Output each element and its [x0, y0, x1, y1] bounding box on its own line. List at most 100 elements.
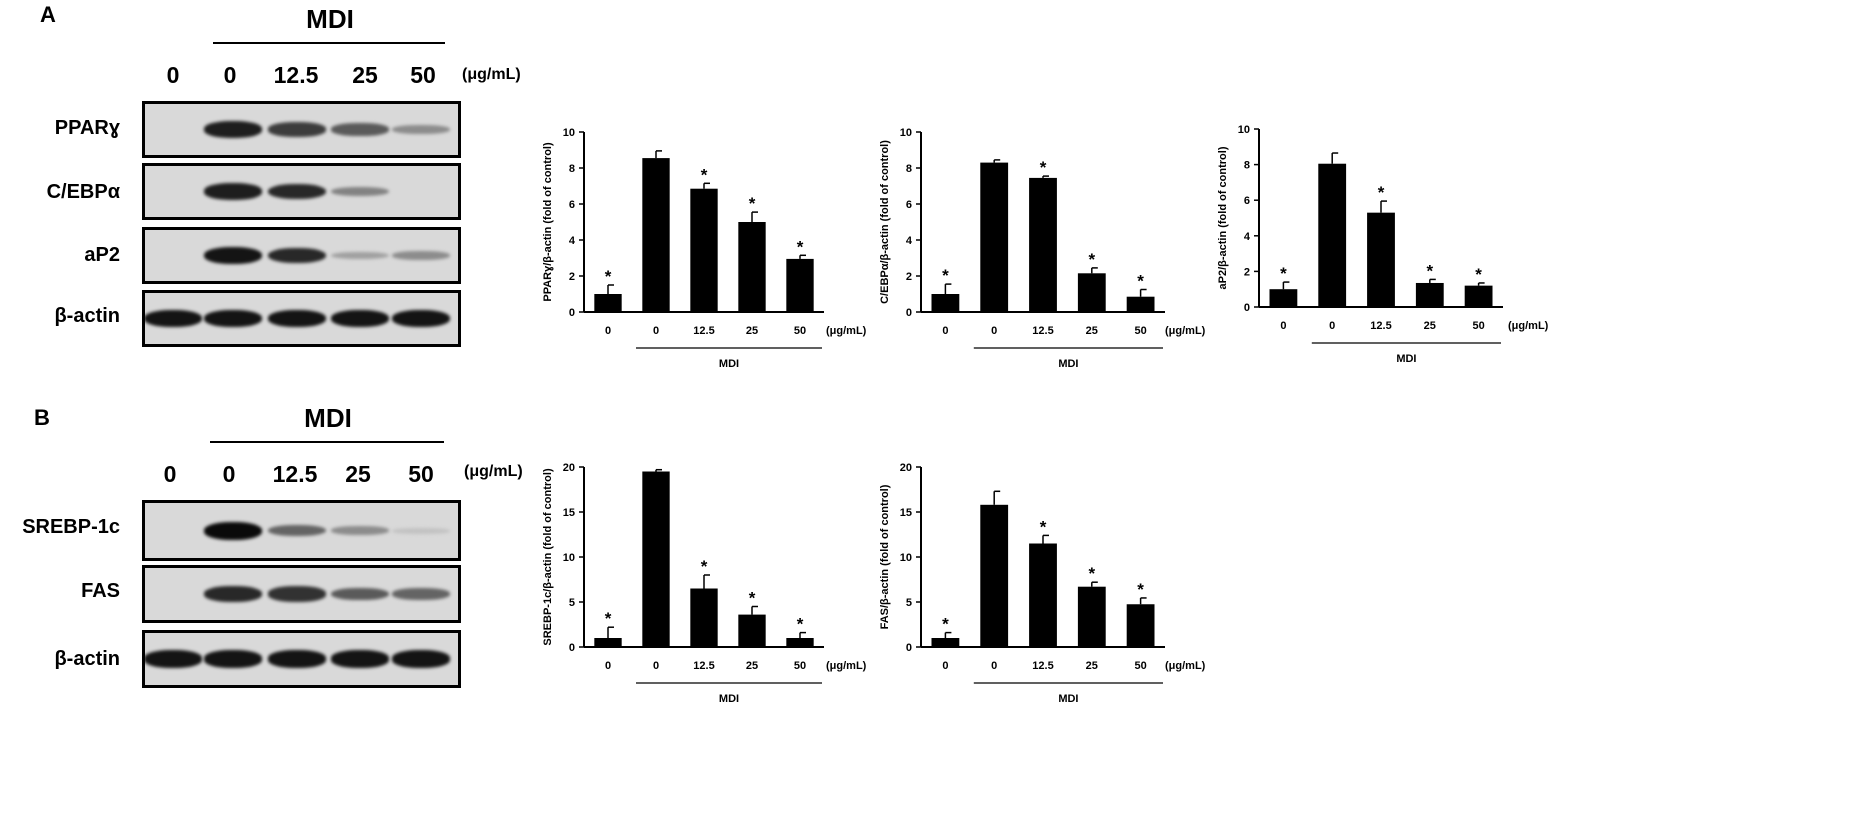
bar: [980, 162, 1009, 312]
blot-band: [268, 183, 326, 200]
bar: [642, 471, 670, 647]
x-tick-label: 50: [794, 660, 806, 672]
panel-a-dose: 0: [166, 62, 180, 88]
blot-strip-fas: [142, 565, 461, 623]
group-label: MDI: [1058, 693, 1078, 705]
blot-strip-actin-a: [142, 290, 461, 347]
x-tick-label: 25: [746, 325, 758, 337]
x-unit-label: (μg/mL): [1508, 320, 1549, 332]
significance-star: *: [749, 589, 756, 608]
y-tick-label: 4: [569, 235, 576, 247]
blot-band: [331, 309, 389, 328]
x-tick-label: 0: [1329, 320, 1335, 332]
bar: [1077, 586, 1106, 647]
x-tick-label: 50: [794, 325, 806, 337]
x-tick-label: 50: [1472, 320, 1484, 332]
y-tick-label: 0: [1244, 302, 1250, 314]
significance-star: *: [1088, 250, 1095, 269]
blot-band: [392, 309, 450, 328]
x-tick-label: 0: [605, 660, 611, 672]
x-tick-label: 12.5: [693, 660, 714, 672]
blot-band: [204, 246, 262, 265]
x-tick-label: 25: [1086, 660, 1098, 672]
blot-band: [204, 183, 262, 200]
x-tick-label: 0: [991, 325, 997, 337]
bar: [786, 258, 814, 312]
significance-star: *: [1040, 517, 1047, 536]
significance-star: *: [749, 194, 756, 213]
panel-b-dose: 0: [163, 461, 177, 487]
panel-a-mdi-line: [213, 42, 445, 44]
significance-star: *: [701, 557, 708, 576]
x-tick-label: 0: [1280, 320, 1286, 332]
blot-band: [331, 526, 389, 535]
blot-band: [268, 309, 326, 328]
significance-star: *: [1137, 272, 1144, 291]
blot-band: [204, 121, 262, 138]
x-tick-label: 0: [942, 325, 948, 337]
group-label: MDI: [1058, 358, 1078, 370]
panel-b-mdi-label: MDI: [304, 403, 352, 433]
significance-star: *: [1475, 265, 1482, 284]
x-tick-label: 0: [653, 660, 659, 672]
bar: [690, 188, 718, 312]
y-tick-label: 0: [906, 307, 912, 319]
bar: [931, 294, 960, 312]
significance-star: *: [605, 609, 612, 628]
blot-band: [204, 650, 262, 668]
blot-band: [145, 309, 202, 328]
panel-a-letter: A: [40, 2, 56, 27]
significance-star: *: [1040, 158, 1047, 177]
x-unit-label: (μg/mL): [1165, 660, 1206, 672]
panel-a-dose: 50: [410, 62, 436, 88]
group-label: MDI: [719, 358, 739, 370]
blot-label-srebp: SREBP-1c: [22, 516, 120, 538]
significance-star: *: [1280, 264, 1287, 283]
y-tick-label: 8: [569, 163, 575, 175]
y-tick-label: 4: [1244, 231, 1251, 243]
x-tick-label: 50: [1134, 660, 1146, 672]
blot-band: [268, 586, 326, 602]
blot-band: [204, 586, 262, 602]
y-tick-label: 10: [900, 127, 912, 139]
blot-label-ap2: aP2: [84, 244, 120, 266]
blot-band: [331, 123, 389, 136]
significance-star: *: [1426, 261, 1433, 280]
y-tick-label: 2: [1244, 266, 1250, 278]
blot-label-cebpa: C/EBPα: [46, 181, 120, 203]
y-tick-label: 5: [569, 597, 575, 609]
blot-band: [392, 650, 450, 668]
blot-strip-ppar: [142, 101, 461, 158]
blot-band: [204, 309, 262, 328]
blot-strip-cebpa: [142, 163, 461, 220]
y-tick-label: 10: [563, 127, 575, 139]
x-unit-label: (μg/mL): [1165, 325, 1206, 337]
x-tick-label: 25: [746, 660, 758, 672]
panel-b-dose: 0: [222, 461, 236, 487]
blot-label-actin-a: β-actin: [54, 305, 120, 327]
bar: [980, 504, 1009, 647]
bar: [1415, 282, 1444, 307]
panel-b-mdi-line: [210, 441, 444, 443]
x-tick-label: 25: [1424, 320, 1436, 332]
y-tick-label: 20: [900, 462, 912, 474]
y-tick-label: 4: [906, 235, 913, 247]
blot-band: [331, 186, 389, 197]
y-tick-label: 6: [1244, 195, 1250, 207]
significance-star: *: [1137, 580, 1144, 599]
x-tick-label: 0: [605, 325, 611, 337]
panel-b-dose: 25: [345, 461, 371, 487]
y-tick-label: 0: [569, 642, 575, 654]
blot-strip-actin-b: [142, 630, 461, 688]
blot-label-actin-b: β-actin: [54, 648, 120, 670]
y-axis-label: FAS/β-actin (fold of control): [879, 484, 891, 629]
significance-star: *: [1088, 564, 1095, 583]
y-axis-label: aP2/β-actin (fold of control): [1217, 146, 1229, 289]
blot-band: [268, 524, 326, 537]
bar: [1367, 212, 1395, 307]
blot-label-ppar: PPARɣ: [54, 117, 120, 139]
panel-b-unit: (μg/mL): [464, 463, 523, 480]
y-tick-label: 15: [900, 507, 912, 519]
x-tick-label: 50: [1134, 325, 1146, 337]
blot-strip-srebp: [142, 500, 461, 561]
